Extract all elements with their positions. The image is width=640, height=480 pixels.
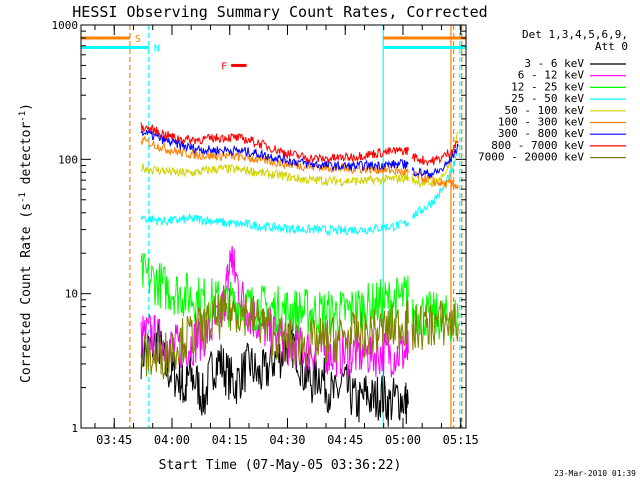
series-lines	[140, 122, 459, 427]
x-axis-label: Start Time (07-May-05 03:36:22)	[159, 458, 402, 473]
legend-entry-3: 25 - 50 keV	[511, 92, 584, 105]
y-tick-label-2: 100	[58, 153, 78, 166]
y-label-part1: Corrected Count Rate (s	[19, 203, 34, 383]
plot-frame	[80, 24, 467, 429]
series-line-7-1	[411, 140, 459, 166]
series-line-7-0	[140, 122, 409, 164]
x-tick-label-3: 04:30	[269, 433, 305, 447]
legend-entry-1: 6 - 12 keV	[518, 69, 585, 82]
flag-label-4: F	[221, 61, 227, 72]
x-tick-label-6: 05:15	[443, 433, 479, 447]
legend-entry-2: 12 - 25 keV	[511, 80, 584, 93]
series-line-4-0	[140, 163, 409, 188]
legend-header-1: Att 0	[595, 40, 628, 53]
x-tick-label-1: 04:00	[154, 433, 190, 447]
x-tick-label-0: 03:45	[96, 433, 132, 447]
series-line-5-0	[140, 135, 409, 178]
flag-label-0: S	[135, 34, 141, 45]
legend-entry-6: 300 - 800 keV	[498, 127, 584, 140]
x-tick-label-4: 04:45	[327, 433, 363, 447]
flag-label-1: N	[154, 43, 160, 54]
y-label-part3: )	[19, 103, 34, 111]
y-axis: 1 10 100 1000	[52, 19, 466, 435]
y-tick-label-1: 10	[65, 288, 78, 301]
y-axis-label: Corrected Count Rate (s-1 detector-1)	[18, 103, 34, 383]
legend-entry-5: 100 - 300 keV	[498, 116, 584, 129]
flag-bars: S N F	[81, 34, 466, 72]
series-line-0-0	[140, 319, 409, 427]
y-label-sup1: -1	[18, 192, 28, 203]
x-tick-label-5: 05:00	[385, 433, 421, 447]
timestamp: 23-Mar-2010 01:39	[554, 469, 636, 478]
chart-title: HESSI Observing Summary Count Rates, Cor…	[72, 3, 487, 21]
legend-entry-8: 7000 - 20000 keV	[478, 151, 584, 164]
series-line-3-1	[411, 153, 459, 220]
y-label-part2: detector	[19, 122, 34, 193]
series-line-2-0	[140, 252, 409, 336]
series-line-8-1	[411, 300, 459, 351]
legend-entry-4: 50 - 100 keV	[505, 104, 585, 117]
legend-entry-0: 3 - 6 keV	[524, 57, 584, 70]
y-label-sup2: -1	[18, 111, 28, 122]
series-line-2-1	[411, 290, 459, 342]
series-line-4-1	[411, 131, 459, 189]
legend-header-0: Det 1,3,4,5,6,9,	[522, 28, 628, 41]
x-axis: 03:45 04:00 04:15 04:30 04:45 05:00 05:15	[94, 25, 479, 447]
y-tick-label-3: 1000	[52, 19, 79, 32]
series-line-8-0	[140, 287, 409, 380]
x-tick-label-2: 04:15	[212, 433, 248, 447]
series-line-3-0	[140, 212, 409, 237]
series-line-6-0	[140, 128, 409, 172]
series-line-5-1	[411, 171, 459, 190]
y-tick-label-0: 1	[71, 422, 78, 435]
series-line-6-1	[411, 143, 459, 179]
legend-entry-7: 800 - 7000 keV	[491, 139, 584, 152]
